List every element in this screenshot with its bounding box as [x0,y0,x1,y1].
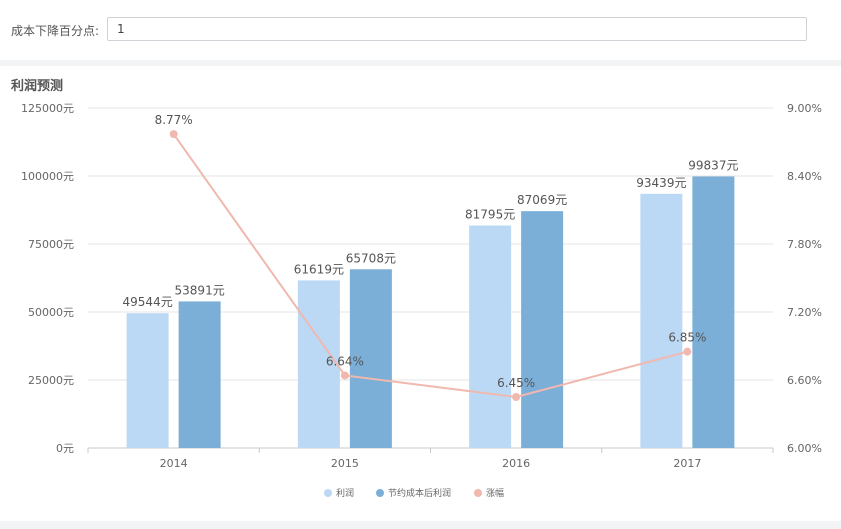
bar-saved-profit [349,269,392,448]
y-left-tick-label: 0元 [56,442,74,455]
x-tick-label: 2015 [331,457,359,470]
y-right-tick-label: 6.60% [787,374,822,387]
bar-data-label: 93439元 [636,176,686,190]
y-left-tick-label: 100000元 [21,170,74,183]
legend-marker [474,489,482,497]
growth-point [340,371,349,380]
bar-profit [297,280,340,448]
bar-data-label: 87069元 [517,193,567,207]
growth-point [683,347,692,356]
x-tick-label: 2017 [673,457,701,470]
y-right-tick-label: 9.00% [787,102,822,115]
y-left-tick-label: 25000元 [28,374,74,387]
bar-data-label: 65708元 [346,251,396,265]
legend-marker [324,489,332,497]
bar-profit [126,313,169,448]
growth-data-label: 8.77% [155,113,193,127]
y-right-tick-label: 8.40% [787,170,822,183]
panel-title: 利润预测 [11,79,64,94]
bar-data-label: 61619元 [294,262,344,276]
y-left-tick-label: 50000元 [28,306,74,319]
growth-data-label: 6.64% [326,354,364,368]
growth-point [512,393,521,401]
legend-label: 涨幅 [486,487,504,499]
y-right-tick-label: 7.20% [787,306,822,319]
y-right-tick-label: 6.00% [787,442,822,455]
bottom-divider [0,521,841,529]
growth-line [172,133,688,399]
bar-saved-profit [521,211,564,448]
legend-label: 节约成本后利润 [388,487,451,499]
bar-profit [640,193,683,448]
bar-data-label: 81795元 [465,208,515,222]
legend-marker [376,489,384,497]
legend-label: 利润 [336,487,354,499]
form-bar: 成本下降百分点: [0,0,841,60]
growth-data-label: 6.45% [497,376,535,390]
section-divider [0,60,841,66]
x-tick-label: 2014 [160,457,188,470]
cost-decrease-label: 成本下降百分点: [11,24,100,38]
cost-decrease-input[interactable] [107,17,807,41]
bar-data-label: 53891元 [175,283,225,297]
bar-saved-profit [692,176,735,448]
y-left-tick-label: 75000元 [28,238,74,251]
x-tick-label: 2016 [502,457,530,470]
y-right-tick-label: 7.80% [787,238,822,251]
growth-data-label: 6.85% [668,331,706,345]
y-left-tick-label: 125000元 [21,102,74,115]
bar-data-label: 49544元 [123,295,173,309]
growth-point [169,130,178,139]
bar-profit [469,225,512,448]
bar-saved-profit [178,301,221,448]
bar-data-label: 99837元 [688,158,738,172]
